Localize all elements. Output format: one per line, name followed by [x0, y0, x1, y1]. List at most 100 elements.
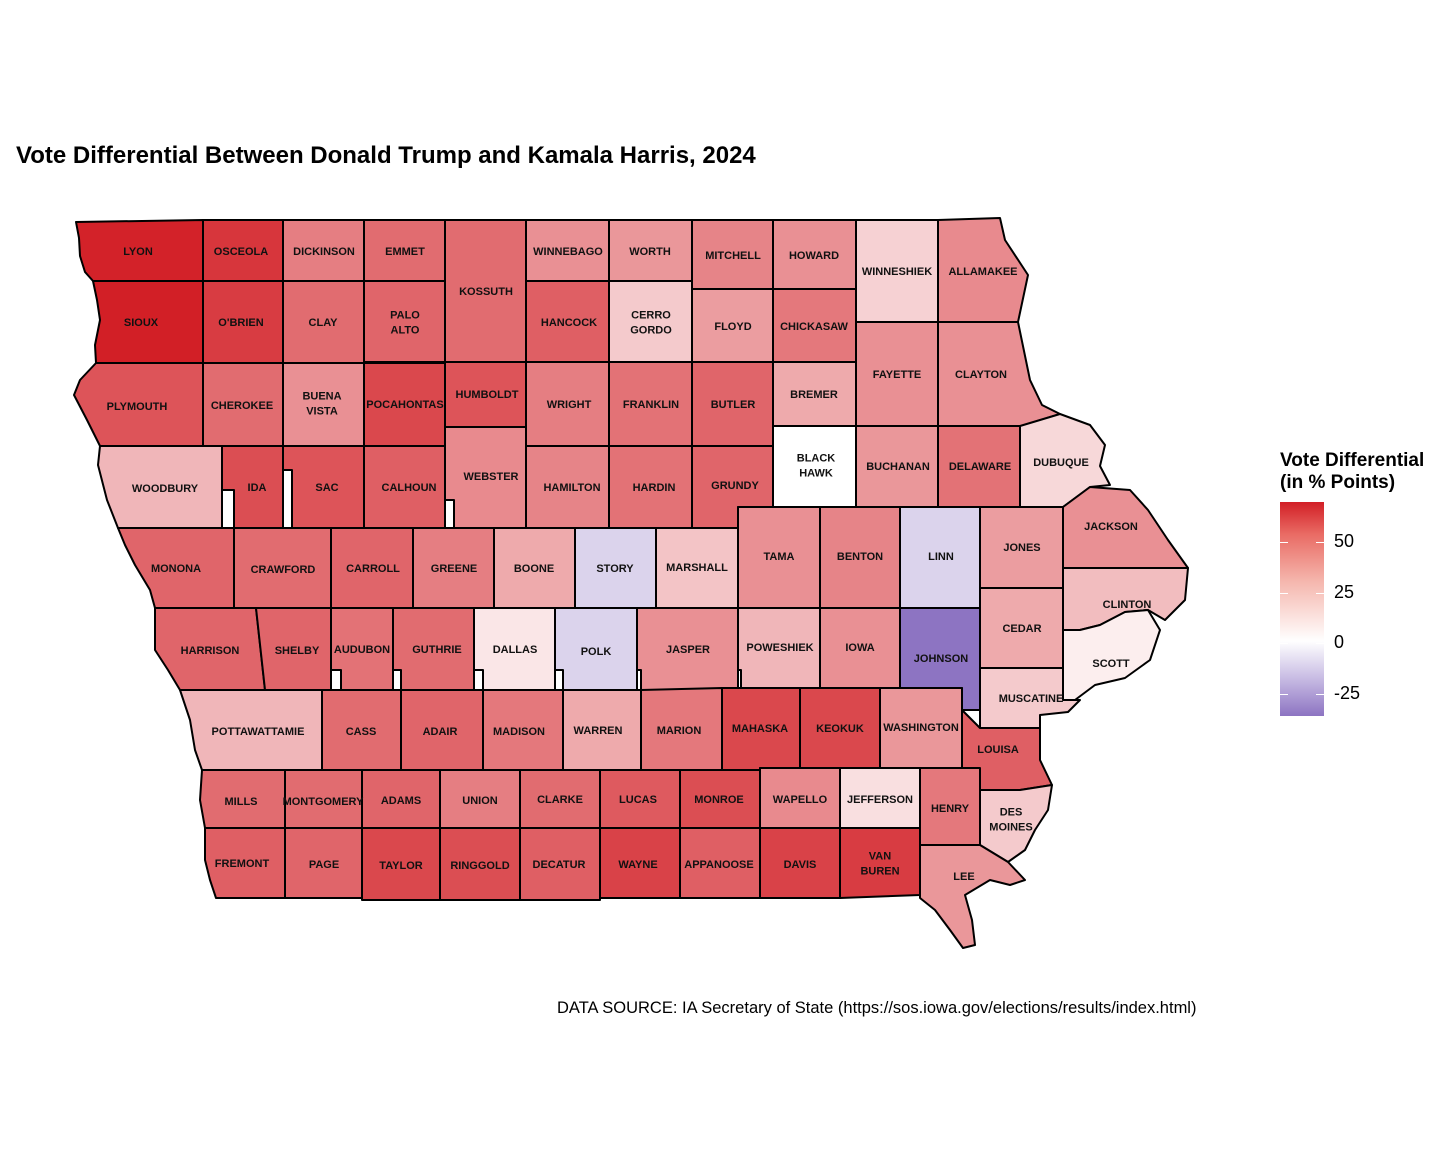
county-label-decatur: DECATUR	[533, 859, 586, 871]
county-label-crawford: CRAWFORD	[251, 564, 316, 576]
county-label-osceola: OSCEOLA	[214, 246, 268, 258]
county-label-sioux: SIOUX	[124, 317, 159, 329]
county-label-shelby: SHELBY	[275, 645, 320, 657]
county-label-mitchell: MITCHELL	[705, 250, 761, 262]
county-label-bremer: BREMER	[790, 389, 838, 401]
county-label-clayton: CLAYTON	[955, 369, 1007, 381]
county-label-hamilton: HAMILTON	[543, 482, 600, 494]
county-label-butler: BUTLER	[711, 399, 756, 411]
legend-tick-label: 25	[1334, 581, 1355, 602]
county-label-plymouth: PLYMOUTH	[107, 401, 168, 413]
county-label-o-brien: O'BRIEN	[218, 317, 263, 329]
county-label-keokuk: KEOKUK	[816, 723, 864, 735]
county-label-ringgold: RINGGOLD	[450, 860, 509, 872]
county-label-tama: TAMA	[764, 551, 795, 563]
county-label-benton: BENTON	[837, 551, 883, 563]
county-label-carroll: CARROLL	[346, 563, 400, 575]
county-label-davis: DAVIS	[784, 859, 817, 871]
county-black-hawk	[772, 425, 857, 508]
county-decatur	[519, 827, 601, 901]
county-label-buchanan: BUCHANAN	[866, 461, 930, 473]
county-label-des-moines: DES MOINES	[989, 807, 1032, 834]
county-label-lyon: LYON	[123, 246, 153, 258]
county-label-monroe: MONROE	[694, 794, 744, 806]
county-label-scott: SCOTT	[1092, 658, 1130, 670]
county-label-clarke: CLARKE	[537, 794, 583, 806]
county-label-pocahontas: POCAHONTAS	[366, 399, 443, 411]
county-label-pottawattamie: POTTAWATTAMIE	[212, 726, 305, 738]
county-label-cass: CASS	[346, 726, 377, 738]
county-label-hardin: HARDIN	[633, 482, 676, 494]
county-label-guthrie: GUTHRIE	[412, 644, 462, 656]
county-label-henry: HENRY	[931, 803, 970, 815]
county-label-taylor: TAYLOR	[379, 860, 422, 872]
county-label-dallas: DALLAS	[493, 644, 538, 656]
county-label-montgomery: MONTGOMERY	[283, 796, 365, 808]
county-label-jackson: JACKSON	[1084, 521, 1138, 533]
county-label-van-buren: VAN BUREN	[860, 851, 899, 878]
county-label-grundy: GRUNDY	[711, 480, 759, 492]
county-label-page: PAGE	[309, 859, 339, 871]
county-label-poweshiek: POWESHIEK	[746, 642, 813, 654]
legend-title-line2: (in % Points)	[1280, 472, 1396, 493]
legend-colorbar	[1280, 502, 1324, 716]
county-label-humboldt: HUMBOLDT	[456, 389, 519, 401]
county-palo-alto	[363, 280, 446, 363]
county-label-sac: SAC	[315, 482, 338, 494]
county-label-marion: MARION	[657, 725, 702, 737]
county-label-worth: WORTH	[629, 246, 671, 258]
county-label-franklin: FRANKLIN	[623, 399, 679, 411]
county-label-monona: MONONA	[151, 563, 201, 575]
data-source-note: DATA SOURCE: IA Secretary of State (http…	[557, 999, 1197, 1017]
county-label-harrison: HARRISON	[181, 645, 240, 657]
county-label-greene: GREENE	[431, 563, 477, 575]
county-label-story: STORY	[596, 563, 634, 575]
county-label-mahaska: MAHASKA	[732, 723, 788, 735]
county-label-allamakee: ALLAMAKEE	[948, 266, 1017, 278]
county-label-hancock: HANCOCK	[541, 317, 597, 329]
county-label-linn: LINN	[928, 551, 954, 563]
county-label-polk: POLK	[581, 646, 612, 658]
legend-tick-label: -25	[1334, 682, 1361, 703]
chart-title: Vote Differential Between Donald Trump a…	[16, 142, 756, 169]
county-label-union: UNION	[462, 795, 498, 807]
county-label-clay: CLAY	[309, 317, 339, 329]
county-lee	[919, 844, 1026, 949]
county-label-warren: WARREN	[574, 725, 623, 737]
county-label-louisa: LOUISA	[977, 744, 1019, 756]
county-label-ida: IDA	[248, 482, 267, 494]
legend-tick-label: 0	[1334, 632, 1345, 653]
county-label-winneshiek: WINNESHIEK	[862, 266, 932, 278]
county-label-wright: WRIGHT	[547, 399, 592, 411]
county-label-emmet: EMMET	[385, 246, 425, 258]
county-label-fremont: FREMONT	[215, 858, 270, 870]
county-van-buren	[839, 827, 921, 899]
county-label-appanoose: APPANOOSE	[684, 859, 753, 871]
county-label-dickinson: DICKINSON	[293, 246, 355, 258]
county-label-cherokee: CHEROKEE	[211, 400, 273, 412]
county-label-adair: ADAIR	[423, 726, 458, 738]
county-label-madison: MADISON	[493, 726, 545, 738]
county-label-palo-alto: PALO ALTO	[390, 310, 420, 337]
county-label-mills: MILLS	[225, 796, 258, 808]
county-label-lee: LEE	[953, 871, 974, 883]
county-cerro-gordo	[608, 280, 693, 363]
county-buena-vista	[282, 362, 365, 447]
county-label-lucas: LUCAS	[619, 794, 657, 806]
county-label-howard: HOWARD	[789, 250, 839, 262]
county-label-boone: BOONE	[514, 563, 554, 575]
county-label-jasper: JASPER	[666, 644, 710, 656]
county-label-dubuque: DUBUQUE	[1033, 457, 1089, 469]
county-label-kossuth: KOSSUTH	[459, 286, 513, 298]
county-label-johnson: JOHNSON	[914, 653, 968, 665]
county-label-muscatine: MUSCATINE	[999, 693, 1064, 705]
county-label-cedar: CEDAR	[1002, 623, 1041, 635]
county-label-winnebago: WINNEBAGO	[533, 246, 603, 258]
county-label-jones: JONES	[1003, 542, 1040, 554]
county-label-adams: ADAMS	[381, 795, 421, 807]
county-label-black-hawk: BLACK HAWK	[797, 453, 836, 480]
county-label-wapello: WAPELLO	[773, 794, 828, 806]
county-label-jefferson: JEFFERSON	[847, 794, 913, 806]
legend-tick-label: 50	[1334, 531, 1355, 552]
